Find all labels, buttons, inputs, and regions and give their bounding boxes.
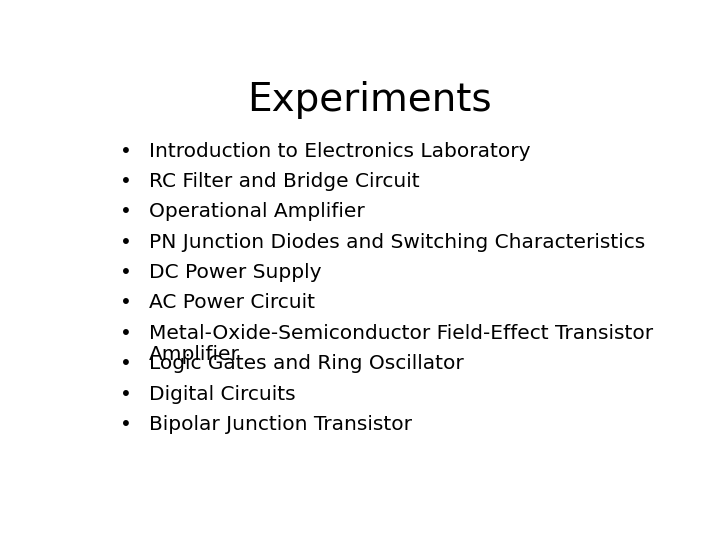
Text: •: •	[120, 233, 132, 252]
Text: Amplifier: Amplifier	[148, 346, 240, 365]
Text: PN Junction Diodes and Switching Characteristics: PN Junction Diodes and Switching Charact…	[148, 233, 645, 252]
Text: Logic Gates and Ring Oscillator: Logic Gates and Ring Oscillator	[148, 354, 464, 373]
Text: Metal-Oxide-Semiconductor Field-Effect Transistor: Metal-Oxide-Semiconductor Field-Effect T…	[148, 324, 653, 343]
Text: Experiments: Experiments	[247, 82, 491, 119]
Text: •: •	[120, 141, 132, 161]
Text: •: •	[120, 324, 132, 343]
Text: Operational Amplifier: Operational Amplifier	[148, 202, 364, 221]
Text: RC Filter and Bridge Circuit: RC Filter and Bridge Circuit	[148, 172, 419, 191]
Text: •: •	[120, 294, 132, 313]
Text: Bipolar Junction Transistor: Bipolar Junction Transistor	[148, 415, 412, 434]
Text: AC Power Circuit: AC Power Circuit	[148, 294, 315, 313]
Text: Digital Circuits: Digital Circuits	[148, 384, 295, 403]
Text: •: •	[120, 415, 132, 434]
Text: Introduction to Electronics Laboratory: Introduction to Electronics Laboratory	[148, 141, 530, 161]
Text: •: •	[120, 384, 132, 403]
Text: •: •	[120, 202, 132, 221]
Text: DC Power Supply: DC Power Supply	[148, 263, 321, 282]
Text: •: •	[120, 172, 132, 191]
Text: •: •	[120, 263, 132, 282]
Text: •: •	[120, 354, 132, 373]
